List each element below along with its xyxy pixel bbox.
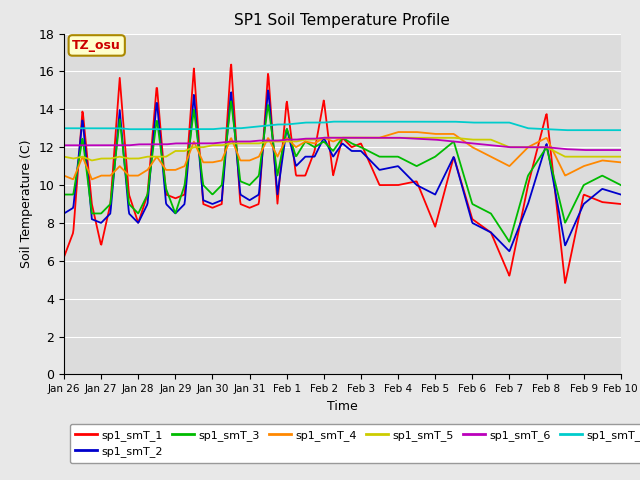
sp1_smT_6 <box>495 143 502 149</box>
sp1_smT_1 <box>495 248 502 254</box>
sp1_smT_6 <box>580 147 588 153</box>
Line: sp1_smT_7: sp1_smT_7 <box>64 121 621 130</box>
sp1_smT_2 <box>506 248 513 254</box>
sp1_smT_4 <box>306 140 314 145</box>
sp1_smT_1 <box>227 61 235 67</box>
Line: sp1_smT_5: sp1_smT_5 <box>64 138 621 160</box>
sp1_smT_5 <box>286 139 294 144</box>
sp1_smT_6 <box>117 143 125 148</box>
sp1_smT_4 <box>617 159 625 165</box>
sp1_smT_5 <box>118 154 125 160</box>
sp1_smT_2 <box>117 120 125 125</box>
sp1_smT_3 <box>617 182 625 188</box>
sp1_smT_1 <box>286 121 294 127</box>
sp1_smT_6 <box>60 143 68 148</box>
sp1_smT_1 <box>505 272 513 277</box>
sp1_smT_3 <box>443 144 451 150</box>
sp1_smT_6 <box>305 136 313 142</box>
sp1_smT_4 <box>60 173 68 179</box>
sp1_smT_5 <box>60 154 68 159</box>
sp1_smT_7 <box>617 127 625 133</box>
sp1_smT_1 <box>617 201 625 207</box>
sp1_smT_2 <box>60 211 68 216</box>
Title: SP1 Soil Temperature Profile: SP1 Soil Temperature Profile <box>234 13 451 28</box>
sp1_smT_3 <box>306 142 314 147</box>
sp1_smT_5 <box>506 144 513 150</box>
sp1_smT_2 <box>505 248 513 253</box>
X-axis label: Time: Time <box>327 400 358 413</box>
sp1_smT_4 <box>495 158 503 164</box>
sp1_smT_4 <box>286 138 294 144</box>
sp1_smT_3 <box>117 127 125 132</box>
sp1_smT_7 <box>505 120 513 125</box>
sp1_smT_1 <box>60 254 68 260</box>
sp1_smT_7 <box>285 121 293 127</box>
sp1_smT_3 <box>505 238 513 244</box>
sp1_smT_5 <box>321 135 328 141</box>
sp1_smT_7 <box>443 119 451 124</box>
sp1_smT_1 <box>443 180 451 185</box>
sp1_smT_5 <box>495 140 503 146</box>
sp1_smT_5 <box>88 157 96 163</box>
Line: sp1_smT_3: sp1_smT_3 <box>64 101 621 242</box>
sp1_smT_7 <box>60 125 68 131</box>
sp1_smT_3 <box>495 223 502 228</box>
sp1_smT_4 <box>118 165 125 171</box>
sp1_smT_1 <box>117 89 125 95</box>
sp1_smT_7 <box>305 120 313 125</box>
sp1_smT_2 <box>495 238 502 243</box>
Line: sp1_smT_6: sp1_smT_6 <box>64 138 621 150</box>
sp1_smT_6 <box>505 144 513 150</box>
sp1_smT_2 <box>286 138 294 144</box>
sp1_smT_7 <box>330 119 337 124</box>
Legend: sp1_smT_1, sp1_smT_2, sp1_smT_3, sp1_smT_4, sp1_smT_5, sp1_smT_6, sp1_smT_7: sp1_smT_1, sp1_smT_2, sp1_smT_3, sp1_smT… <box>70 424 640 463</box>
sp1_smT_4 <box>395 129 403 135</box>
Line: sp1_smT_4: sp1_smT_4 <box>64 132 621 180</box>
sp1_smT_5 <box>306 137 314 143</box>
sp1_smT_1 <box>561 280 569 286</box>
sp1_smT_2 <box>443 168 451 174</box>
sp1_smT_7 <box>117 125 125 131</box>
sp1_smT_3 <box>60 192 68 197</box>
sp1_smT_5 <box>617 154 625 159</box>
sp1_smT_3 <box>506 239 513 245</box>
Line: sp1_smT_2: sp1_smT_2 <box>64 90 621 251</box>
Text: TZ_osu: TZ_osu <box>72 39 121 52</box>
sp1_smT_7 <box>495 120 502 125</box>
sp1_smT_4 <box>444 131 451 137</box>
Y-axis label: Soil Temperature (C): Soil Temperature (C) <box>20 140 33 268</box>
sp1_smT_4 <box>88 177 96 182</box>
sp1_smT_5 <box>444 135 451 141</box>
sp1_smT_3 <box>227 98 235 104</box>
sp1_smT_4 <box>506 163 513 169</box>
sp1_smT_2 <box>264 87 272 93</box>
sp1_smT_2 <box>306 154 314 159</box>
sp1_smT_6 <box>285 137 293 143</box>
sp1_smT_3 <box>286 134 294 140</box>
sp1_smT_7 <box>562 127 570 133</box>
Line: sp1_smT_1: sp1_smT_1 <box>64 64 621 283</box>
sp1_smT_6 <box>617 147 625 153</box>
sp1_smT_2 <box>617 192 625 197</box>
sp1_smT_6 <box>443 138 451 144</box>
sp1_smT_1 <box>306 161 314 167</box>
sp1_smT_6 <box>321 135 328 141</box>
